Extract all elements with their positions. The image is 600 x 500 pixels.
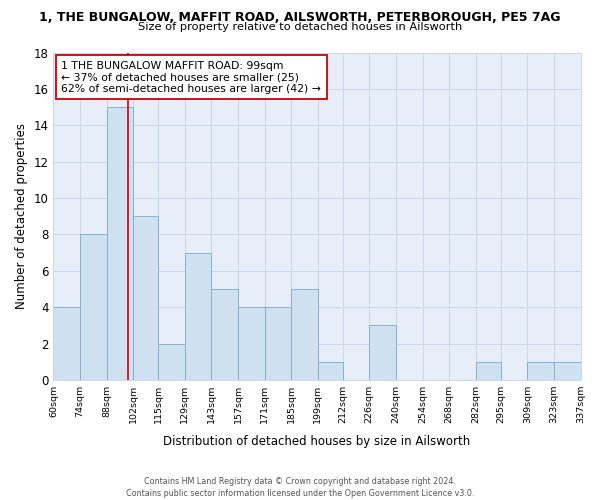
X-axis label: Distribution of detached houses by size in Ailsworth: Distribution of detached houses by size … bbox=[163, 434, 470, 448]
Bar bbox=[158, 344, 185, 380]
Text: Contains HM Land Registry data © Crown copyright and database right 2024.
Contai: Contains HM Land Registry data © Crown c… bbox=[126, 476, 474, 498]
Bar bbox=[369, 326, 396, 380]
Bar bbox=[80, 234, 107, 380]
Bar bbox=[53, 307, 80, 380]
Bar bbox=[238, 307, 265, 380]
Bar bbox=[476, 362, 500, 380]
Bar bbox=[185, 252, 211, 380]
Text: Size of property relative to detached houses in Ailsworth: Size of property relative to detached ho… bbox=[138, 22, 462, 32]
Bar bbox=[318, 362, 343, 380]
Bar bbox=[291, 289, 318, 380]
Bar bbox=[265, 307, 291, 380]
Bar bbox=[133, 216, 158, 380]
Bar bbox=[527, 362, 554, 380]
Text: 1 THE BUNGALOW MAFFIT ROAD: 99sqm
← 37% of detached houses are smaller (25)
62% : 1 THE BUNGALOW MAFFIT ROAD: 99sqm ← 37% … bbox=[61, 60, 321, 94]
Bar bbox=[211, 289, 238, 380]
Y-axis label: Number of detached properties: Number of detached properties bbox=[15, 124, 28, 310]
Bar bbox=[554, 362, 581, 380]
Text: 1, THE BUNGALOW, MAFFIT ROAD, AILSWORTH, PETERBOROUGH, PE5 7AG: 1, THE BUNGALOW, MAFFIT ROAD, AILSWORTH,… bbox=[39, 11, 561, 24]
Bar bbox=[107, 107, 133, 380]
